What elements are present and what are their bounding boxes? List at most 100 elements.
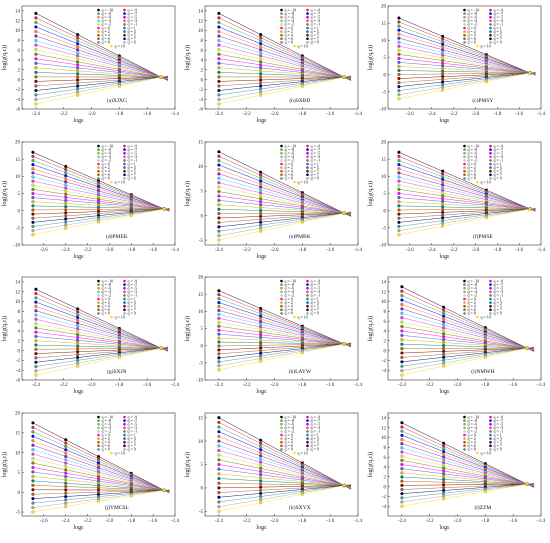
legend-label: q = 10 <box>298 43 308 48</box>
data-point <box>259 60 263 64</box>
legend-marker <box>463 436 466 440</box>
legend-marker <box>489 155 492 158</box>
data-point <box>34 287 38 291</box>
legend-label: q = 8 <box>102 311 110 316</box>
legend-marker <box>97 26 100 30</box>
y-tick-label: -6 <box>16 379 21 384</box>
legend-marker <box>280 12 283 15</box>
data-point <box>217 229 221 233</box>
data-point <box>259 193 263 197</box>
data-point <box>397 150 401 154</box>
data-point <box>34 356 38 360</box>
data-point <box>31 469 35 474</box>
legend-label: q = 9 <box>128 40 136 45</box>
data-point <box>76 341 80 345</box>
data-point <box>31 232 35 236</box>
data-point <box>259 181 263 186</box>
panel-caption: (b)SXBD <box>289 97 310 104</box>
legend-marker <box>489 144 492 147</box>
data-point <box>217 202 221 206</box>
legend-marker <box>123 297 126 301</box>
data-point <box>400 311 404 315</box>
plot-frame <box>204 5 359 110</box>
series-line <box>398 184 536 210</box>
data-point <box>76 45 80 49</box>
y-axis-label: log(χ(q,ε)) <box>184 451 191 476</box>
legend-marker <box>489 440 492 443</box>
legend-marker <box>489 12 492 15</box>
legend-marker <box>463 37 466 41</box>
y-tick-label: 4 <box>18 59 21 64</box>
series-line <box>398 207 536 231</box>
data-point <box>34 334 38 339</box>
data-point <box>31 183 35 187</box>
legend-label: q = 9 <box>128 311 136 316</box>
x-tick-label: -2.4 <box>215 112 223 117</box>
y-tick-label: 8 <box>384 310 387 315</box>
series-line <box>401 339 535 349</box>
legend-marker <box>97 304 100 308</box>
data-point <box>400 298 404 302</box>
legend-label: q = 6 <box>102 443 110 448</box>
data-point <box>64 179 68 184</box>
legend-label: q = 10 <box>298 179 308 184</box>
data-point <box>76 310 80 314</box>
legend-marker <box>463 297 466 301</box>
legend-marker <box>280 41 283 44</box>
legend-marker <box>463 294 466 297</box>
legend-marker <box>123 176 126 180</box>
data-point <box>34 38 38 43</box>
legend-label: q = 5 <box>128 304 136 309</box>
data-point <box>31 154 35 158</box>
legend-label: q = 2 <box>102 164 110 169</box>
legend-marker <box>489 290 492 294</box>
data-point <box>441 61 445 65</box>
chart-panel: -2.4 -2.2 -2.0 -1.8 -1.6 -1.4 -5 0 5 10 15 logε log(… <box>183 407 366 542</box>
series-line <box>398 62 536 74</box>
legend-label: q = 5 <box>311 439 319 444</box>
data-point <box>64 440 68 445</box>
legend-label: q = -4 <box>285 154 295 159</box>
legend-marker <box>123 433 126 436</box>
legend-label: q = -3 <box>494 425 504 430</box>
data-point <box>400 424 404 429</box>
series-line <box>32 484 170 491</box>
series-line <box>35 346 169 372</box>
data-point <box>64 481 68 485</box>
y-tick-label: 0 <box>18 209 21 214</box>
series-line <box>401 447 535 486</box>
y-tick-label: 10 <box>15 29 21 34</box>
legend-marker <box>489 283 492 286</box>
legend-label: q = -10 <box>285 7 297 12</box>
data-point <box>400 449 404 454</box>
series-line <box>32 207 170 227</box>
x-tick-label: -2.0 <box>88 112 96 117</box>
legend-label: q = 1 <box>311 432 319 437</box>
data-point <box>64 497 68 502</box>
x-tick-label: -2.2 <box>60 383 68 388</box>
data-point <box>441 215 445 219</box>
data-point <box>259 220 263 224</box>
data-point <box>442 305 446 309</box>
series-line <box>218 67 352 78</box>
legend-label: q = -8 <box>468 282 478 287</box>
legend-marker <box>463 23 466 26</box>
series-line <box>401 434 535 487</box>
series-line <box>398 151 536 212</box>
legend-marker <box>489 147 492 151</box>
data-point <box>217 348 221 352</box>
legend-label: q = -8 <box>102 417 112 422</box>
legend-marker <box>463 283 466 286</box>
series-line <box>218 151 352 217</box>
data-point <box>400 479 404 483</box>
data-point <box>400 285 404 289</box>
legend-marker <box>280 312 283 315</box>
legend-marker <box>280 26 283 30</box>
data-point <box>162 488 166 492</box>
series-line <box>35 336 169 349</box>
legend-label: q = -6 <box>102 15 112 20</box>
legend-label: q = -9 <box>494 278 504 283</box>
legend-label: q = 5 <box>311 304 319 309</box>
x-tick-label: -2.0 <box>271 383 279 388</box>
